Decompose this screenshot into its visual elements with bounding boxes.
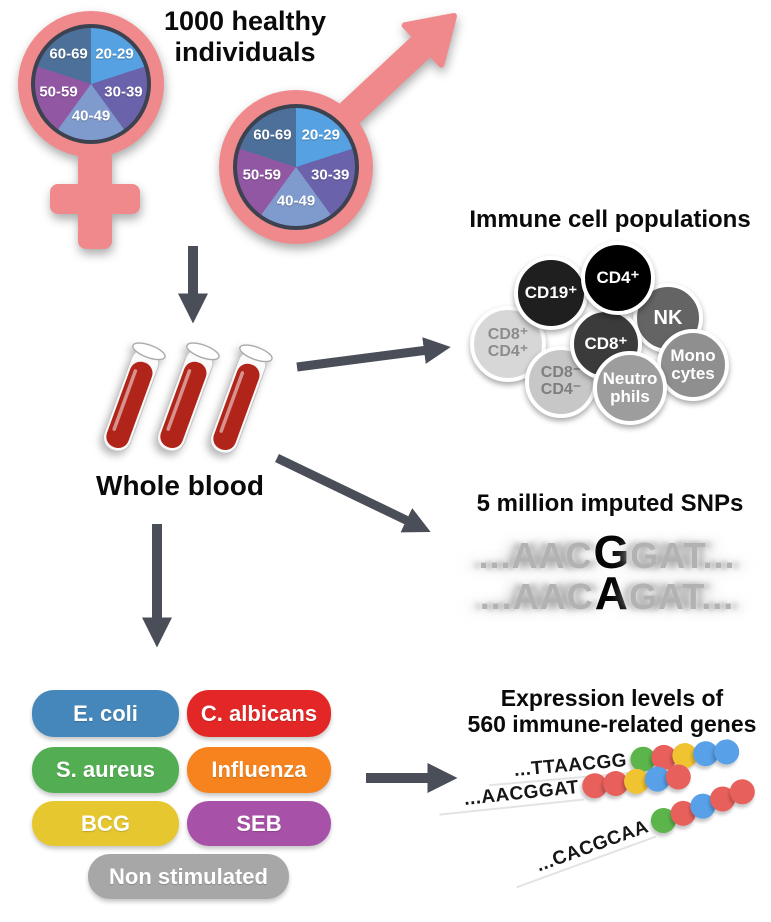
snps-title: 5 million imputed SNPs — [476, 490, 744, 517]
age-label-50-59: 50-59 — [39, 83, 78, 101]
cell-label: CD8⁻ — [540, 364, 582, 382]
snp-variant-allele: A — [594, 567, 628, 619]
age-label-40-49: 40-49 — [276, 192, 316, 210]
age-label-50-59: 50-59 — [242, 166, 281, 184]
stimulus-pill-non-stimulated: Non stimulated — [88, 854, 289, 899]
age-label-20-29: 20-29 — [95, 45, 134, 63]
male-age-pie: 20-29 30-39 40-49 50-59 60-69 — [233, 104, 359, 230]
male-symbol-icon: 20-29 30-39 40-49 50-59 60-69 — [219, 8, 464, 248]
cell-label: CD4⁺ — [596, 268, 640, 288]
whole-blood-label: Whole blood — [96, 470, 264, 501]
snp-variant-allele: G — [593, 526, 630, 578]
cell-circle-cd4pos: CD4⁺ — [581, 241, 655, 315]
age-label-60-69: 60-69 — [49, 45, 88, 63]
cell-label: CD4⁻ — [540, 381, 582, 398]
snp-sequence-row-1: ...AAC G GAT... — [442, 525, 771, 579]
cell-label: phils — [610, 387, 650, 406]
snp-sequence-row-2: ...AAC A GAT... — [442, 566, 771, 620]
arrow-blood-to-cells — [296, 337, 451, 372]
female-symbol-crossbar — [50, 184, 140, 214]
cell-circle-neutrophils: Neutro phils — [593, 351, 667, 425]
gene-read-sequence: ...CACGCAA — [533, 815, 652, 876]
snp-sequence-prefix: ...AAC — [478, 535, 593, 576]
age-label-30-39: 30-39 — [104, 83, 143, 101]
expression-title-line2: 560 immune-related genes — [467, 711, 757, 738]
stimulus-pill-saureus: S. aureus — [32, 747, 179, 793]
age-label-60-69: 60-69 — [253, 126, 292, 144]
female-symbol-ring: 20-29 30-39 40-49 50-59 60-69 — [18, 11, 164, 157]
age-label-30-39: 30-39 — [311, 166, 350, 184]
stimulus-pill-seb: SEB — [187, 801, 331, 846]
female-age-pie: 20-29 30-39 40-49 50-59 60-69 — [31, 24, 151, 144]
immune-populations-title: Immune cell populations — [469, 206, 751, 233]
snp-sequence-suffix: GAT... — [628, 576, 735, 617]
expression-dot — [665, 763, 693, 791]
cell-circle-cd19pos: CD19⁺ — [514, 256, 588, 330]
cell-label: Neutro — [602, 369, 658, 389]
expression-title-line1: Expression levels of — [500, 685, 724, 711]
stimulus-pill-ecoli: E. coli — [32, 690, 179, 737]
blood-tubes-icon — [103, 342, 273, 454]
cell-label: NK — [653, 306, 683, 329]
gene-read-sequence: ...AACGGAT — [462, 776, 580, 810]
cell-label: CD8⁺ — [584, 334, 628, 354]
cell-label: CD8⁺ — [487, 326, 529, 344]
cell-label: cytes — [671, 364, 715, 383]
cell-circle-monocytes: Mono cytes — [657, 329, 729, 401]
snp-sequence-prefix: ...AAC — [479, 576, 594, 617]
cell-label: Mono — [670, 346, 716, 366]
cohort-title-line1: 1000 healthy — [163, 6, 327, 36]
age-label-40-49: 40-49 — [71, 107, 111, 125]
stimulus-pill-influenza: Influenza — [187, 747, 331, 793]
expression-dot — [713, 738, 741, 766]
arrow-blood-to-snps — [275, 453, 431, 533]
male-symbol-arrow — [339, 13, 457, 124]
expression-title: Expression levels of 560 immune-related … — [452, 685, 771, 738]
male-symbol-ring: 20-29 30-39 40-49 50-59 60-69 — [219, 90, 373, 244]
cohort-title-line2: individuals — [174, 36, 316, 67]
cohort-title: 1000 healthy individuals — [140, 6, 350, 67]
immune-cell-cluster: CD8⁺ CD4⁺ CD19⁺ CD4⁺ NK CD8⁺ CD8⁻ CD4⁻ N… — [470, 240, 730, 425]
snp-sequence-suffix: GAT... — [630, 535, 736, 576]
age-label-20-29: 20-29 — [301, 126, 340, 144]
female-symbol-icon: 20-29 30-39 40-49 50-59 60-69 — [18, 11, 168, 256]
cell-label: CD19⁺ — [524, 283, 578, 303]
cell-label: CD4⁺ — [487, 343, 529, 360]
stimulus-pill-calbicans: C. albicans — [187, 690, 331, 737]
stimulus-pill-bcg: BCG — [32, 801, 179, 846]
